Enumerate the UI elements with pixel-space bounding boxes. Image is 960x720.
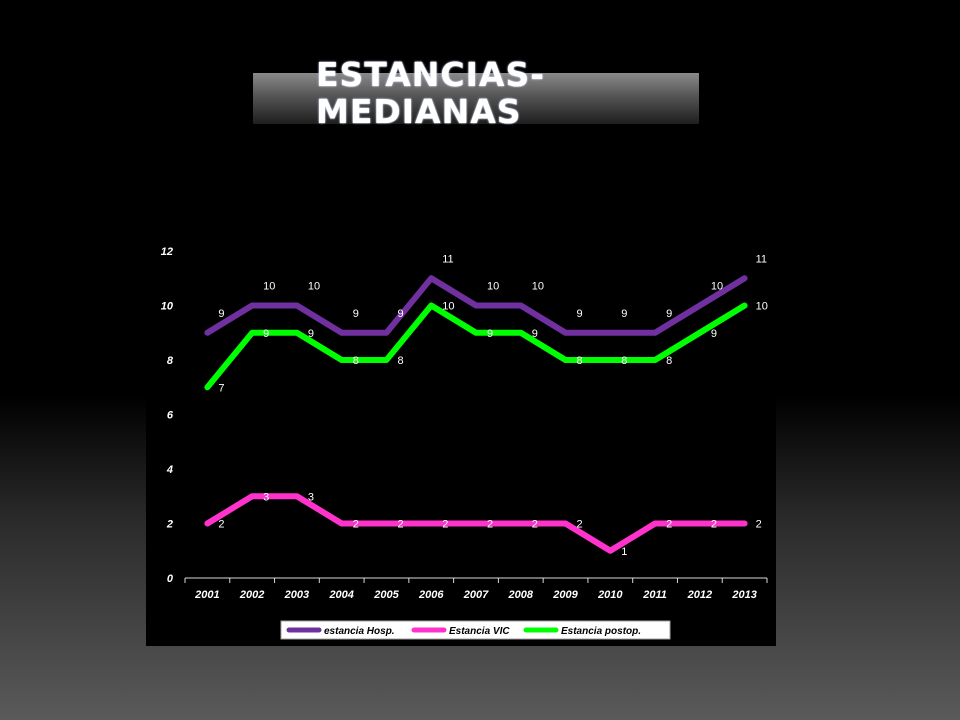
data-label-s1-3: 2	[353, 519, 359, 531]
x-tick-label-2003: 2003	[284, 589, 309, 601]
data-label-s1-11: 2	[711, 519, 717, 531]
data-label-s2-10: 8	[666, 355, 672, 367]
legend-box	[280, 620, 671, 640]
data-label-s1-10: 2	[666, 519, 672, 531]
y-tick-label-10: 10	[161, 301, 174, 313]
title-bar	[253, 73, 699, 124]
data-label-s2-7: 9	[532, 328, 538, 340]
data-label-s2-6: 9	[487, 328, 493, 340]
series-line-0	[204, 275, 748, 336]
data-label-s0-0: 9	[218, 308, 224, 320]
data-label-s1-7: 2	[532, 519, 538, 531]
data-label-s2-11: 9	[711, 328, 717, 340]
x-tick-label-2009: 2009	[552, 589, 578, 601]
data-label-s2-3: 8	[353, 355, 359, 367]
data-label-s0-9: 9	[621, 308, 627, 320]
y-tick-label-0: 0	[167, 573, 174, 585]
data-label-s1-4: 2	[397, 519, 403, 531]
data-label-s0-2: 10	[308, 281, 320, 293]
data-label-s1-0: 2	[218, 519, 224, 531]
data-label-s1-6: 2	[487, 519, 493, 531]
y-tick-label-2: 2	[166, 519, 173, 531]
data-label-s2-12: 10	[756, 301, 768, 313]
slide-title-line2: MEDIANAS	[316, 92, 522, 131]
data-label-s0-6: 10	[487, 281, 499, 293]
data-label-s2-2: 9	[308, 328, 314, 340]
y-tick-label-12: 12	[161, 246, 173, 258]
x-tick-label-2010: 2010	[597, 589, 623, 601]
data-label-s0-7: 10	[532, 281, 544, 293]
data-label-s0-12: 11	[756, 253, 767, 265]
data-label-s1-9: 1	[621, 546, 627, 558]
chart-area: 2001 2002 2003 2004 2005 2006 2007 2008 2009 2010…	[146, 238, 776, 646]
x-tick-label-2006: 2006	[418, 589, 444, 601]
data-label-s2-9: 8	[621, 355, 627, 367]
data-label-s1-1: 3	[263, 491, 269, 503]
x-tick-label-2004: 2004	[328, 589, 353, 601]
data-label-s2-0: 7	[218, 382, 224, 394]
data-label-s0-10: 9	[666, 308, 672, 320]
y-tick-label-4: 4	[166, 464, 173, 476]
data-label-s2-8: 8	[577, 355, 583, 367]
series-line-1	[204, 493, 748, 554]
legend-label-0: estancia Hosp.	[324, 626, 395, 637]
data-label-s0-5: 11	[442, 253, 453, 265]
data-label-s0-8: 9	[577, 308, 583, 320]
x-tick-label-2008: 2008	[508, 589, 534, 601]
x-tick-label-2013: 2013	[731, 589, 756, 601]
x-tick-label-2005: 2005	[373, 589, 399, 601]
data-label-s0-1: 10	[263, 281, 275, 293]
data-label-s1-5: 2	[442, 519, 448, 531]
data-label-s2-5: 10	[442, 301, 454, 313]
data-label-s0-4: 9	[397, 308, 403, 320]
x-tick-label-2007: 2007	[463, 589, 489, 601]
data-label-s2-4: 8	[397, 355, 403, 367]
data-label-s2-1: 9	[263, 328, 269, 340]
series-line-2	[204, 302, 748, 391]
legend-label-2: Estancia postop.	[561, 626, 641, 637]
data-label-s1-8: 2	[577, 519, 583, 531]
x-tick-label-2011: 2011	[642, 589, 667, 601]
data-label-s0-3: 9	[353, 308, 359, 320]
slide-title: ESTANCIAS- MEDIANAS	[316, 56, 576, 130]
data-label-s1-2: 3	[308, 491, 314, 503]
x-tick-label-2001: 2001	[194, 589, 219, 601]
data-label-s0-11: 10	[711, 281, 723, 293]
data-label-s1-12: 2	[756, 519, 762, 531]
x-tick-label-2002: 2002	[239, 589, 264, 601]
line-chart: 2001 2002 2003 2004 2005 2006 2007 2008 2009 2010…	[161, 246, 768, 640]
y-tick-label-8: 8	[167, 355, 174, 367]
legend-label-1: Estancia VIC	[449, 626, 510, 637]
slide-title-line1: ESTANCIAS-	[316, 55, 545, 94]
x-tick-label-2012: 2012	[687, 589, 712, 601]
y-tick-label-6: 6	[167, 410, 174, 422]
legend: estancia Hosp. Estancia VIC Estancia posto…	[280, 620, 671, 640]
